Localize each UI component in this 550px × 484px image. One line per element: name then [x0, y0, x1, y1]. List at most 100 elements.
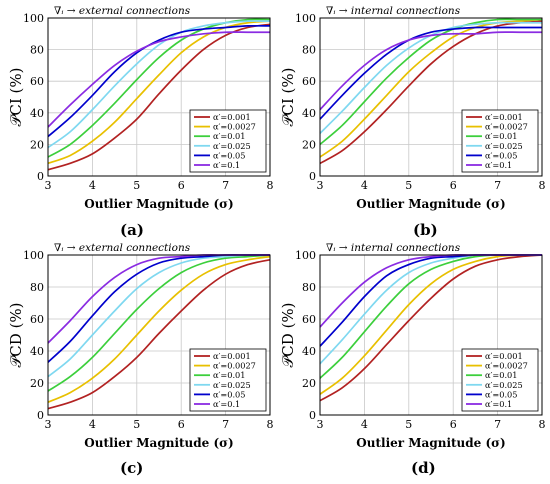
series-line-5	[319, 31, 542, 111]
series-line-2	[319, 18, 542, 146]
series-line-2	[47, 254, 271, 392]
x-tick-label: 8	[267, 179, 274, 192]
series-line-4	[319, 26, 542, 120]
series-line-1	[47, 255, 271, 403]
legend-label: α′=0.1	[213, 399, 240, 409]
y-tick-label: 20	[30, 138, 44, 151]
x-tick-label: 6	[450, 179, 457, 192]
legend: α′=0.001α′=0.0027α′=0.01α′=0.025α′=0.05α…	[461, 348, 539, 412]
y-axis-label: 𝒫CI (%)	[279, 68, 297, 127]
series-line-1	[47, 20, 271, 165]
legend-label: α′=0.025	[485, 380, 523, 390]
legend-label: α′=0.001	[213, 351, 251, 361]
legend-label: α′=0.01	[213, 370, 245, 380]
chart-panel-d: 3 4 5 6 7 8 0 20 40 60 80 100 ∇ᵢ → internal connecti…	[275, 240, 550, 480]
x-axis-label: Outlier Magnitude (σ)	[356, 436, 505, 450]
chart-panel-b: 3 4 5 6 7 8 0 20 40 60 80 100 ∇ᵢ → internal connecti…	[275, 0, 550, 240]
x-axis-label: Outlier Magnitude (σ)	[84, 436, 233, 450]
y-tick-label: 80	[30, 44, 44, 57]
y-axis-label: 𝒫CD (%)	[279, 302, 297, 367]
y-tick-label: 60	[302, 313, 316, 326]
y-axis-label: 𝒫CI (%)	[7, 68, 25, 127]
y-tick-label: 80	[302, 281, 316, 294]
y-tick-label: 100	[23, 12, 44, 25]
legend-label: α′=0.05	[485, 150, 517, 160]
plot-frame	[319, 17, 543, 177]
chart-title: ∇ᵢ → internal connections	[326, 5, 461, 17]
x-tick-label: 5	[405, 179, 412, 192]
plot-frame	[319, 254, 543, 416]
y-tick-label: 40	[302, 107, 316, 120]
legend-label: α′=0.0027	[485, 122, 528, 132]
legend-label: α′=0.01	[213, 131, 245, 141]
legend-label: α′=0.025	[485, 141, 523, 151]
x-tick-label: 6	[178, 179, 185, 192]
x-axis-label: Outlier Magnitude (σ)	[356, 197, 505, 211]
legend-label: α′=0.025	[213, 141, 251, 151]
x-tick-label: 3	[45, 179, 52, 192]
y-tick-label: 60	[30, 75, 44, 88]
plot-frame	[47, 17, 271, 177]
panel-caption-a: (a)	[120, 221, 144, 239]
legend-label: α′=0.05	[485, 389, 517, 399]
y-tick-label: 0	[309, 409, 316, 422]
y-tick-label: 60	[30, 313, 44, 326]
legend-box	[189, 109, 267, 173]
x-tick-label: 3	[45, 418, 52, 431]
legend-label: α′=0.025	[213, 380, 251, 390]
legend: α′=0.001α′=0.0027α′=0.01α′=0.025α′=0.05α…	[189, 348, 267, 412]
legend: α′=0.001α′=0.0027α′=0.01α′=0.025α′=0.05α…	[461, 109, 539, 173]
legend-box	[461, 109, 539, 173]
x-tick-label: 4	[89, 179, 96, 192]
chart-title: ∇ᵢ → internal connections	[326, 242, 461, 254]
x-tick-label: 7	[494, 418, 501, 431]
series-line-0	[319, 254, 543, 402]
legend-label: α′=0.1	[213, 160, 240, 170]
legend-label: α′=0.001	[485, 112, 523, 122]
y-tick-label: 20	[302, 377, 316, 390]
y-tick-label: 20	[302, 138, 316, 151]
legend-label: α′=0.1	[485, 160, 512, 170]
y-tick-label: 40	[30, 345, 44, 358]
x-tick-label: 3	[317, 179, 324, 192]
legend-label: α′=0.001	[485, 351, 523, 361]
y-tick-label: 80	[302, 44, 316, 57]
legend-box	[189, 348, 267, 412]
plot-frame	[47, 254, 271, 416]
x-tick-label: 4	[361, 418, 368, 431]
y-tick-label: 80	[30, 281, 44, 294]
y-tick-label: 0	[37, 409, 44, 422]
legend-label: α′=0.1	[485, 399, 512, 409]
series-line-3	[47, 254, 271, 378]
y-tick-label: 100	[23, 249, 44, 262]
x-tick-label: 8	[539, 179, 546, 192]
chart-title: ∇ᵢ → external connections	[54, 5, 191, 17]
series-line-0	[319, 20, 543, 165]
legend-label: α′=0.001	[213, 112, 251, 122]
y-tick-label: 20	[30, 377, 44, 390]
x-tick-label: 8	[539, 418, 546, 431]
legend-box	[461, 348, 539, 412]
x-tick-label: 3	[317, 418, 324, 431]
chart-panel-c: 3 4 5 6 7 8 0 20 40 60 80 100 ∇ᵢ → external connecti…	[0, 240, 275, 480]
y-tick-label: 100	[295, 12, 316, 25]
y-tick-label: 60	[302, 75, 316, 88]
x-axis-label: Outlier Magnitude (σ)	[84, 197, 233, 211]
legend-label: α′=0.0027	[213, 361, 256, 371]
x-tick-label: 5	[133, 418, 140, 431]
x-tick-label: 7	[222, 418, 229, 431]
legend-label: α′=0.0027	[213, 122, 256, 132]
series-line-5	[319, 254, 542, 328]
x-tick-label: 4	[361, 179, 368, 192]
x-tick-label: 5	[133, 179, 140, 192]
legend-label: α′=0.01	[485, 370, 517, 380]
y-tick-label: 40	[30, 107, 44, 120]
panel-caption-c: (c)	[120, 459, 144, 477]
chart-panel-a: 3 4 5 6 7 8 0 20 40 60 80 100 ∇ᵢ → external connecti…	[0, 0, 275, 240]
x-tick-label: 6	[178, 418, 185, 431]
series-line-4	[47, 24, 271, 138]
panel-caption-d: (d)	[411, 459, 436, 477]
